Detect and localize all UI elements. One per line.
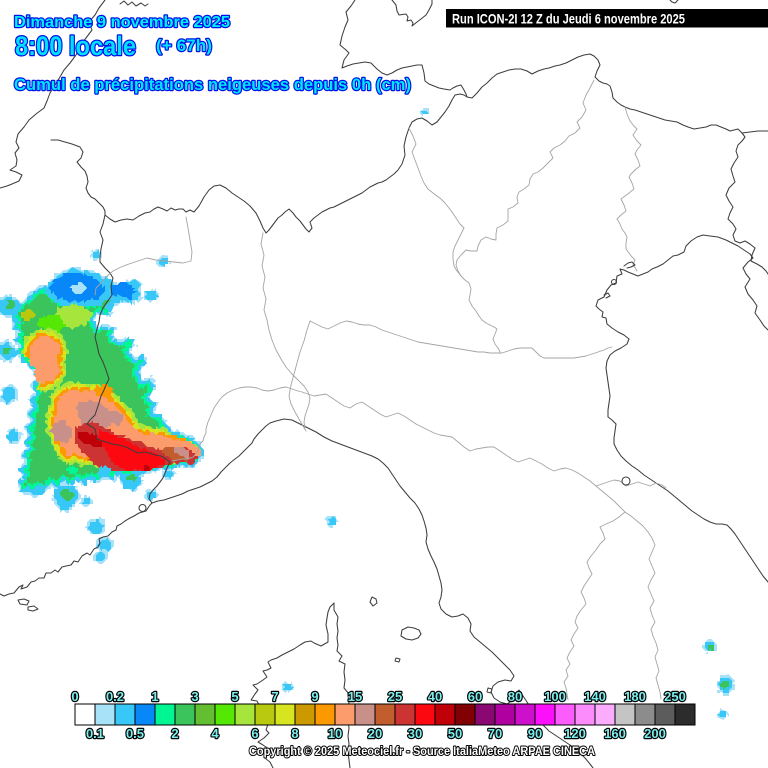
svg-text:100: 100 (544, 689, 566, 704)
svg-text:180: 180 (624, 689, 646, 704)
svg-text:120: 120 (564, 726, 586, 741)
svg-text:9: 9 (311, 689, 318, 704)
svg-text:0.2: 0.2 (106, 689, 124, 704)
svg-text:3: 3 (191, 689, 198, 704)
svg-text:Run ICON-2I 12 Z du Jeudi 6 no: Run ICON-2I 12 Z du Jeudi 6 novembre 202… (452, 11, 685, 27)
svg-text:Copyright © 2025 Meteociel.fr: Copyright © 2025 Meteociel.fr - Source I… (249, 744, 595, 758)
svg-text:250: 250 (664, 689, 686, 704)
svg-text:40: 40 (428, 689, 442, 704)
svg-text:15: 15 (348, 689, 362, 704)
svg-text:8:00 locale: 8:00 locale (15, 31, 136, 61)
svg-text:30: 30 (408, 726, 422, 741)
svg-text:(+ 67h): (+ 67h) (156, 37, 212, 55)
svg-text:7: 7 (271, 689, 278, 704)
svg-text:Cumul de précipitations neigeu: Cumul de précipitations neigeuses depuis… (14, 76, 411, 94)
svg-text:2: 2 (171, 726, 178, 741)
svg-text:5: 5 (231, 689, 238, 704)
svg-text:160: 160 (604, 726, 626, 741)
svg-text:70: 70 (488, 726, 502, 741)
svg-text:20: 20 (368, 726, 382, 741)
svg-text:0.5: 0.5 (126, 726, 144, 741)
svg-text:4: 4 (211, 726, 219, 741)
svg-text:1: 1 (151, 689, 158, 704)
svg-text:Dimanche 9 novembre 2025: Dimanche 9 novembre 2025 (14, 14, 230, 31)
svg-text:90: 90 (528, 726, 542, 741)
svg-text:80: 80 (508, 689, 522, 704)
svg-text:8: 8 (291, 726, 298, 741)
svg-text:50: 50 (448, 726, 462, 741)
svg-text:0: 0 (71, 689, 78, 704)
svg-text:10: 10 (328, 726, 342, 741)
svg-text:6: 6 (251, 726, 258, 741)
svg-text:0.1: 0.1 (86, 726, 104, 741)
svg-text:25: 25 (388, 689, 402, 704)
svg-text:60: 60 (468, 689, 482, 704)
svg-text:140: 140 (584, 689, 606, 704)
svg-text:200: 200 (644, 726, 666, 741)
